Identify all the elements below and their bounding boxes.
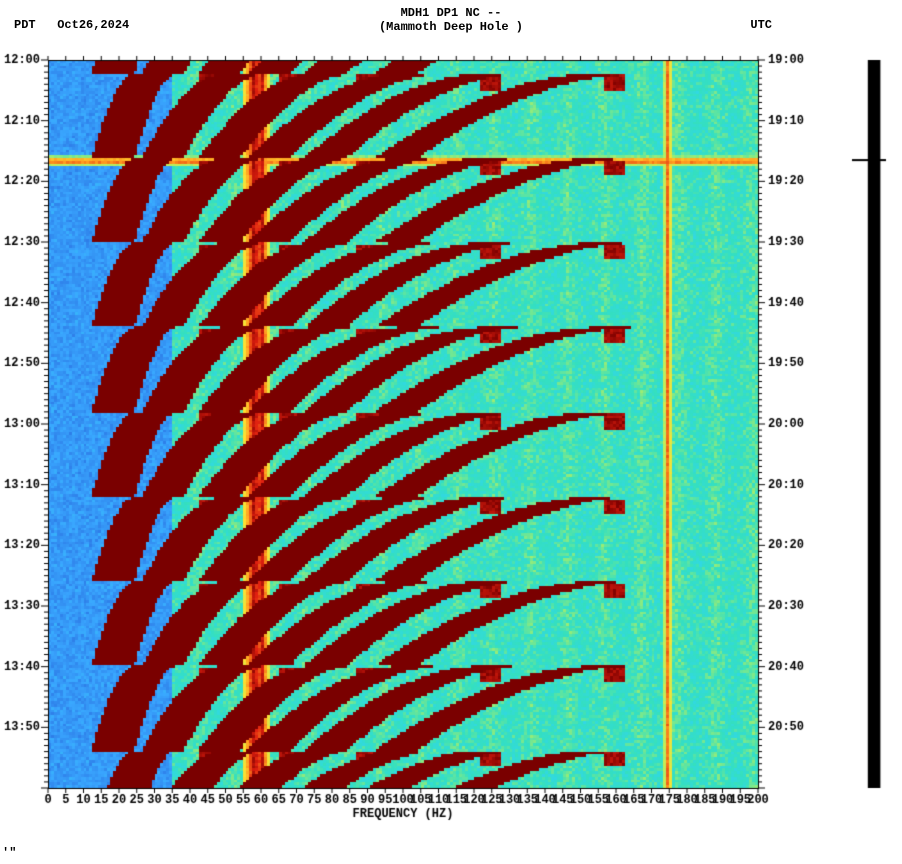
spectrogram-canvas — [0, 0, 902, 864]
footer-mark: '" — [2, 846, 16, 860]
